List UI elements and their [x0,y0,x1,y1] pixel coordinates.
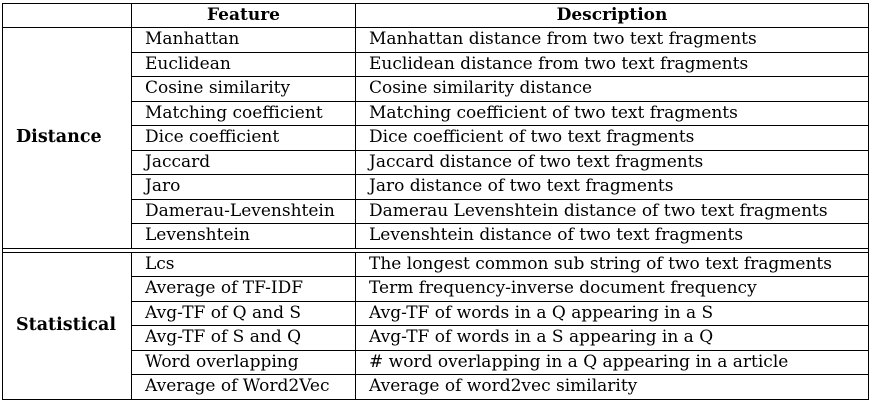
table-row: Word overlapping # word overlapping in a … [3,349,869,375]
feature-table-container: Feature Description Distance Manhattan Man… [2,3,869,400]
feature-cell: Word overlapping [131,349,356,375]
feature-cell: Average of TF-IDF [131,276,356,302]
description-cell: Manhattan distance from two text fragmen… [355,27,869,53]
feature-cell: Average of Word2Vec [131,374,356,400]
table-row: Levenshtein Levenshtein distance of two t… [3,223,869,249]
description-cell: Jaro distance of two text fragments [355,174,869,200]
description-cell: Damerau Levenshtein distance of two text… [355,198,869,224]
description-cell: The longest common sub string of two tex… [355,251,869,277]
header-feature: Feature [131,3,356,28]
table-header-row: Feature Description [2,3,869,28]
feature-cell: Lcs [131,251,356,277]
table-row: Avg-TF of S and Q Avg-TF of words in a S … [3,325,869,351]
table-row: Dice coefficient Dice coefficient of two … [3,125,869,151]
table-row: Average of Word2Vec Average of word2vec s… [3,374,869,400]
table-body: Distance Manhattan Manhattan distance from… [2,27,869,400]
group-label: Distance [2,27,132,249]
feature-cell: Matching coefficient [131,100,356,126]
description-cell: Avg-TF of words in a Q appearing in a S [355,300,869,326]
table-row: Average of TF-IDF Term frequency-inverse … [3,276,869,302]
group-label: Statistical [2,251,132,400]
table-row: Euclidean Euclidean distance from two tex… [3,51,869,77]
description-cell: Levenshtein distance of two text fragmen… [355,223,869,249]
feature-cell: Avg-TF of S and Q [131,325,356,351]
table-row: Jaro Jaro distance of two text fragments [3,174,869,200]
description-cell: Term frequency-inverse document frequenc… [355,276,869,302]
table-row: Distance Manhattan Manhattan distance from… [2,27,869,249]
table-row: Statistical Lcs The longest common sub str… [2,251,869,400]
table-row: Matching coefficient Matching coefficient… [3,100,869,126]
feature-cell: Damerau-Levenshtein [131,198,356,224]
group-separator-cell [2,247,869,253]
feature-cell: Levenshtein [131,223,356,249]
header-description: Description [355,3,869,28]
table-row: Cosine similarity Cosine similarity dista… [3,76,869,102]
table-row: Avg-TF of Q and S Avg-TF of words in a Q … [3,300,869,326]
feature-cell: Jaro [131,174,356,200]
table-row: Jaccard Jaccard distance of two text frag… [3,149,869,175]
feature-cell: Jaccard [131,149,356,175]
feature-cell: Cosine similarity [131,76,356,102]
description-cell: Avg-TF of words in a S appearing in a Q [355,325,869,351]
description-cell: Cosine similarity distance [355,76,869,102]
header-group [2,3,132,28]
feature-cell: Dice coefficient [131,125,356,151]
description-cell: Euclidean distance from two text fragmen… [355,51,869,77]
description-cell: Dice coefficient of two text fragments [355,125,869,151]
feature-table: Feature Description Distance Manhattan Man… [2,3,869,400]
description-cell: Jaccard distance of two text fragments [355,149,869,175]
table-row: Damerau-Levenshtein Damerau Levenshtein d… [3,198,869,224]
description-cell: Matching coefficient of two text fragmen… [355,100,869,126]
description-cell: # word overlapping in a Q appearing in a… [355,349,869,375]
group-separator [2,247,869,253]
feature-cell: Manhattan [131,27,356,53]
feature-cell: Euclidean [131,51,356,77]
description-cell: Average of word2vec similarity [355,374,869,400]
feature-cell: Avg-TF of Q and S [131,300,356,326]
